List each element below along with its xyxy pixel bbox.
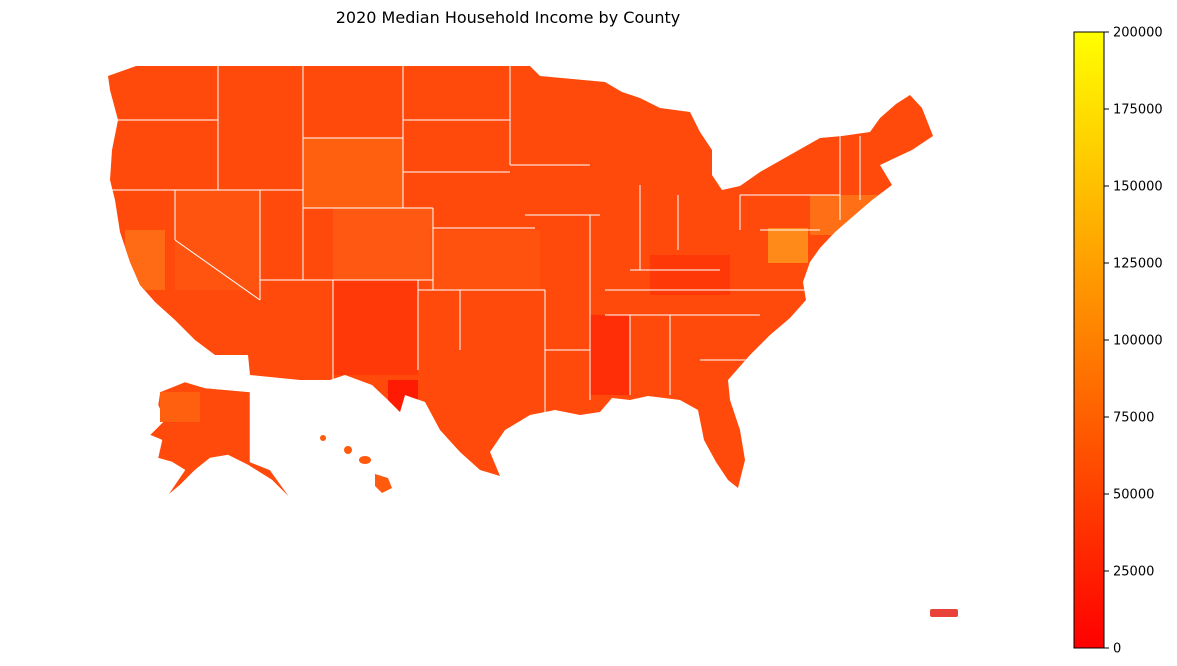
hawaii-island-oahu (344, 446, 352, 454)
region-texas-border (388, 380, 418, 420)
hawaii-island-kauai (320, 435, 326, 441)
region-new-mexico (333, 280, 418, 375)
puerto-rico (930, 609, 958, 617)
colorbar-tick-label: 175000 (1113, 103, 1163, 118)
colorbar-tick-label: 75000 (1113, 411, 1154, 426)
region-great-plains (430, 230, 540, 290)
state-borders (110, 66, 861, 415)
colorbar-gradient (1073, 31, 1105, 649)
colorbar-tick-label: 100000 (1113, 334, 1163, 349)
region-colorado (333, 208, 433, 280)
colorbar-tick-label: 50000 (1113, 488, 1154, 503)
region-mississippi-delta (590, 315, 630, 395)
alaska-region-west (160, 392, 200, 422)
map-title: 2020 Median Household Income by County (335, 8, 681, 27)
hawaii (320, 435, 392, 493)
hawaii-island-maui (359, 456, 371, 464)
region-northeast-corridor (810, 195, 880, 235)
colorbar-ticks: 0 25000 50000 75000 100000 125000 150000 175000… (1104, 26, 1163, 657)
colorbar-tick-label: 200000 (1113, 26, 1163, 41)
colorbar-tick-label: 125000 (1113, 257, 1163, 272)
colorbar-tick-label: 150000 (1113, 180, 1163, 195)
region-california-coast (125, 230, 165, 290)
region-maryland-virginia (768, 228, 808, 263)
colorbar: 0 25000 50000 75000 100000 125000 150000 175000… (1073, 26, 1163, 657)
contiguous-us (108, 66, 933, 488)
colorbar-tick-label: 0 (1113, 642, 1121, 657)
colorbar-tick-label: 25000 (1113, 565, 1154, 580)
region-appalachia (650, 255, 730, 295)
hawaii-island-big (375, 474, 392, 493)
region-wyoming (303, 138, 403, 208)
alaska (149, 381, 291, 499)
region-nevada (175, 190, 260, 290)
